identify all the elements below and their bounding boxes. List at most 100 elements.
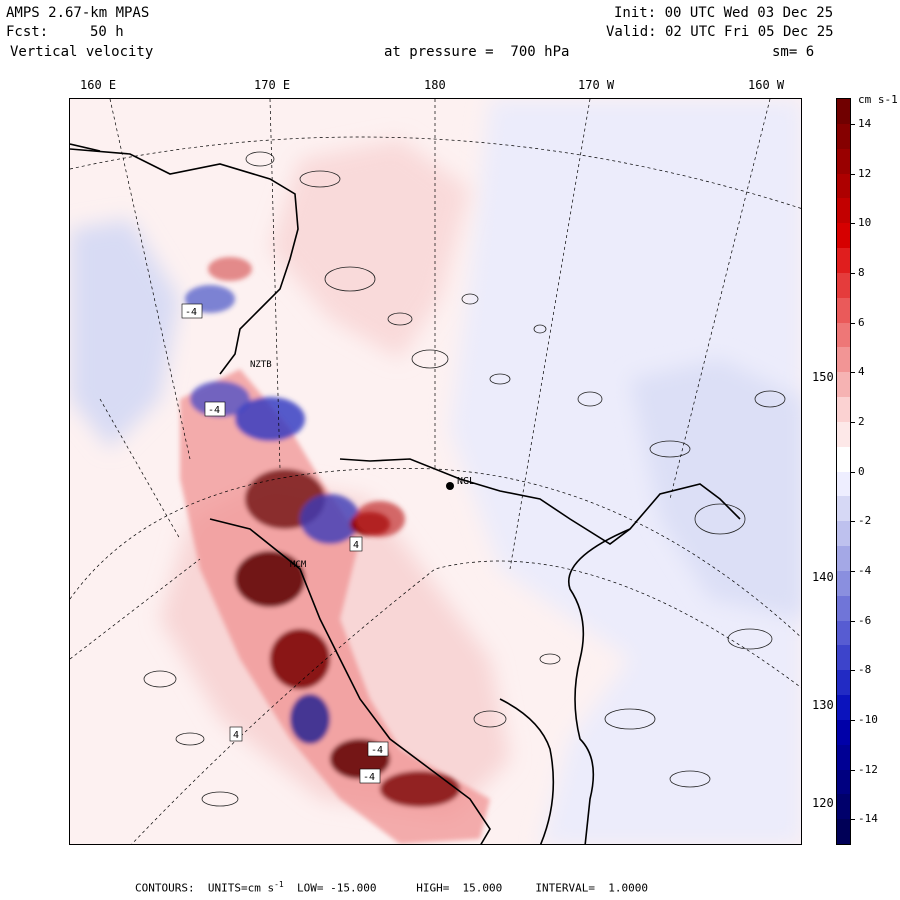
variable-name: Vertical velocity bbox=[10, 44, 154, 60]
colorbar-tick-label: 10 bbox=[858, 216, 872, 230]
colorbar-segment bbox=[837, 546, 850, 571]
map-svg: NGL NZTB MCM 4 -4 -4 4 -4 -4 bbox=[70, 99, 801, 844]
colorbar-segment bbox=[837, 421, 850, 447]
colorbar-tick bbox=[850, 570, 855, 572]
colorbar-segment bbox=[837, 471, 850, 497]
lon-label-160w: 160 W bbox=[748, 78, 785, 92]
footer-low: LOW= -15.000 bbox=[296, 881, 377, 895]
colorbar-segment bbox=[837, 198, 850, 224]
extrema-markers: 4 -4 -4 4 -4 -4 bbox=[181, 303, 389, 784]
colorbar-segment bbox=[837, 123, 850, 149]
station-nztb: NZTB bbox=[250, 360, 272, 370]
map-panel: NGL NZTB MCM 4 -4 -4 4 -4 -4 bbox=[69, 98, 802, 845]
extremum-plus-2: 4 bbox=[233, 730, 239, 741]
colorbar-tick-label: -12 bbox=[858, 762, 878, 776]
colorbar-tick bbox=[850, 372, 855, 374]
colorbar-segment bbox=[837, 769, 850, 795]
colorbar-tick-label: 6 bbox=[858, 315, 865, 329]
colorbar-segment bbox=[837, 347, 850, 373]
colorbar-segment bbox=[837, 595, 850, 621]
lon-label-160e: 160 E bbox=[80, 78, 117, 92]
pressure-level: at pressure = 700 hPa bbox=[384, 44, 570, 60]
extremum-minus-4: -4 bbox=[363, 772, 375, 783]
coastline bbox=[70, 143, 741, 844]
colorbar-tick bbox=[850, 123, 855, 125]
colorbar-tick-label: 14 bbox=[858, 116, 872, 130]
colorbar-segment bbox=[837, 819, 850, 845]
negative-area-west bbox=[70, 219, 180, 449]
extremum-plus-1: 4 bbox=[353, 540, 359, 551]
colorbar-segment bbox=[837, 496, 850, 522]
colorbar-tick-label: -14 bbox=[858, 812, 878, 826]
colorbar-tick bbox=[850, 819, 855, 821]
colorbar-tick bbox=[850, 521, 855, 523]
colorbar-segment bbox=[837, 670, 850, 696]
colorbar-segment bbox=[837, 223, 850, 249]
colorbar-tick-label: -2 bbox=[858, 514, 872, 528]
colorbar-segment bbox=[837, 521, 850, 547]
lon-label-180: 180 bbox=[424, 78, 446, 92]
colorbar-segment bbox=[837, 695, 850, 720]
colorbar-segment bbox=[837, 645, 850, 671]
colorbar-segment bbox=[837, 173, 850, 199]
station-dot-ngl bbox=[446, 482, 454, 490]
negative-area-east bbox=[450, 99, 801, 844]
colorbar-segment bbox=[837, 446, 850, 472]
forecast-hour: 50 h bbox=[90, 24, 124, 40]
colorbar-segment bbox=[837, 248, 850, 273]
lon-label-170w: 170 W bbox=[578, 78, 615, 92]
footer: CONTOURS: UNITS=cm s-1 LOW= -15.000 HIGH… bbox=[135, 880, 648, 895]
colorbar-tick-label: -8 bbox=[858, 663, 872, 677]
colorbar-tick-label: -6 bbox=[858, 613, 872, 627]
colorbar-segment bbox=[837, 372, 850, 398]
colorbar-tick bbox=[850, 322, 855, 324]
init-time: Init: 00 UTC Wed 03 Dec 25 bbox=[614, 5, 834, 21]
valid-time: Valid: 02 UTC Fri 05 Dec 25 bbox=[606, 24, 834, 40]
extremum-minus-2: -4 bbox=[208, 405, 220, 416]
colorbar-segment bbox=[837, 570, 850, 596]
model-title: AMPS 2.67-km MPAS bbox=[6, 5, 150, 21]
smoothing: sm= 6 bbox=[772, 44, 815, 60]
colorbar-tick bbox=[850, 670, 855, 672]
colorbar-tick-label: 2 bbox=[858, 414, 865, 428]
lon-label-170e: 170 E bbox=[254, 78, 291, 92]
colorbar-tick bbox=[850, 272, 855, 274]
station-mcm: MCM bbox=[290, 560, 307, 570]
colorbar-segment bbox=[837, 794, 850, 820]
footer-units-exp: -1 bbox=[274, 880, 284, 889]
colorbar-tick-label: 4 bbox=[858, 365, 865, 379]
colorbar-tick-label: 0 bbox=[858, 464, 865, 478]
colorbar-segment bbox=[837, 272, 850, 298]
colorbar-tick bbox=[850, 471, 855, 473]
colorbar-tick bbox=[850, 719, 855, 721]
footer-contours: CONTOURS: UNITS=cm s bbox=[135, 881, 275, 895]
negative-area-ross bbox=[630, 359, 801, 619]
positive-area-north bbox=[270, 139, 470, 359]
colorbar-tick bbox=[850, 769, 855, 771]
mountain-band bbox=[180, 257, 490, 844]
extremum-minus-1: -4 bbox=[185, 307, 197, 318]
colorbar-tick bbox=[850, 421, 855, 423]
extremum-minus-3: -4 bbox=[371, 745, 383, 756]
colorbar-segment bbox=[837, 744, 850, 770]
colorbar-tick bbox=[850, 620, 855, 622]
colorbar-tick-label: -4 bbox=[858, 563, 872, 577]
colorbar-segment bbox=[837, 297, 850, 323]
colorbar-segment bbox=[837, 99, 850, 124]
colorbar-tick-label: -10 bbox=[858, 712, 878, 726]
colorbar-segment bbox=[837, 322, 850, 348]
colorbar-segment bbox=[837, 397, 850, 422]
colorbar-segment bbox=[837, 148, 850, 174]
station-ngl: NGL bbox=[457, 476, 475, 487]
footer-high: HIGH= 15.000 bbox=[416, 881, 503, 895]
colorbar-tick bbox=[850, 173, 855, 175]
colorbar-segment bbox=[837, 620, 850, 646]
footer-interval: INTERVAL= 1.0000 bbox=[535, 881, 649, 895]
colorbar-tick-label: 12 bbox=[858, 166, 872, 180]
colorbar-segment bbox=[837, 719, 850, 745]
forecast-label: Fcst: bbox=[6, 24, 49, 40]
colorbar-tick bbox=[850, 223, 855, 225]
colorbar bbox=[836, 98, 851, 845]
contour-blobs bbox=[143, 151, 786, 807]
colorbar-tick-label: 8 bbox=[858, 265, 865, 279]
